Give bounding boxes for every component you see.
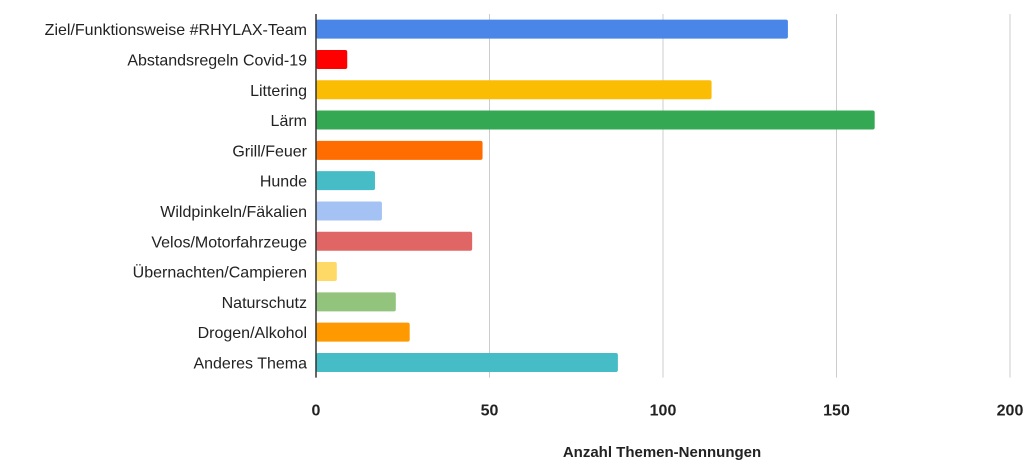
x-axis-title: Anzahl Themen-Nennungen [563, 444, 761, 461]
category-label: Ziel/Funktionsweise #RHYLAX-Team [45, 22, 307, 39]
bar [316, 171, 375, 191]
bars [316, 19, 875, 372]
bar [316, 140, 483, 160]
category-label: Drogen/Alkohol [198, 325, 307, 342]
bar [316, 262, 337, 282]
bar [316, 231, 473, 251]
bar [316, 110, 875, 130]
bar [316, 352, 618, 372]
x-tick-labels: 0 50 100 150 200 [312, 403, 1024, 420]
category-labels: Ziel/Funktionsweise #RHYLAX-Team Abstands… [45, 22, 308, 372]
category-label: Abstandsregeln Covid-19 [127, 52, 307, 69]
bar [316, 292, 396, 312]
category-label: Wildpinkeln/Fäkalien [160, 204, 307, 221]
category-label: Übernachten/Campieren [133, 264, 307, 282]
bar [316, 49, 348, 69]
bar [316, 80, 712, 100]
category-label: Grill/Feuer [232, 143, 307, 160]
bar [316, 19, 788, 39]
category-label: Littering [250, 83, 307, 100]
x-tick-label: 100 [650, 403, 677, 420]
category-label: Lärm [271, 113, 307, 130]
category-label: Naturschutz [222, 295, 307, 312]
x-tick-label: 200 [997, 403, 1024, 420]
bar [316, 322, 410, 342]
x-tick-label: 150 [823, 403, 850, 420]
category-label: Anderes Thema [193, 355, 307, 372]
x-tick-label: 50 [481, 403, 499, 420]
bar [316, 201, 382, 221]
x-tick-label: 0 [312, 403, 321, 420]
grid-lines [489, 14, 1011, 378]
category-label: Velos/Motorfahrzeuge [151, 234, 307, 251]
category-label: Hunde [260, 174, 307, 191]
